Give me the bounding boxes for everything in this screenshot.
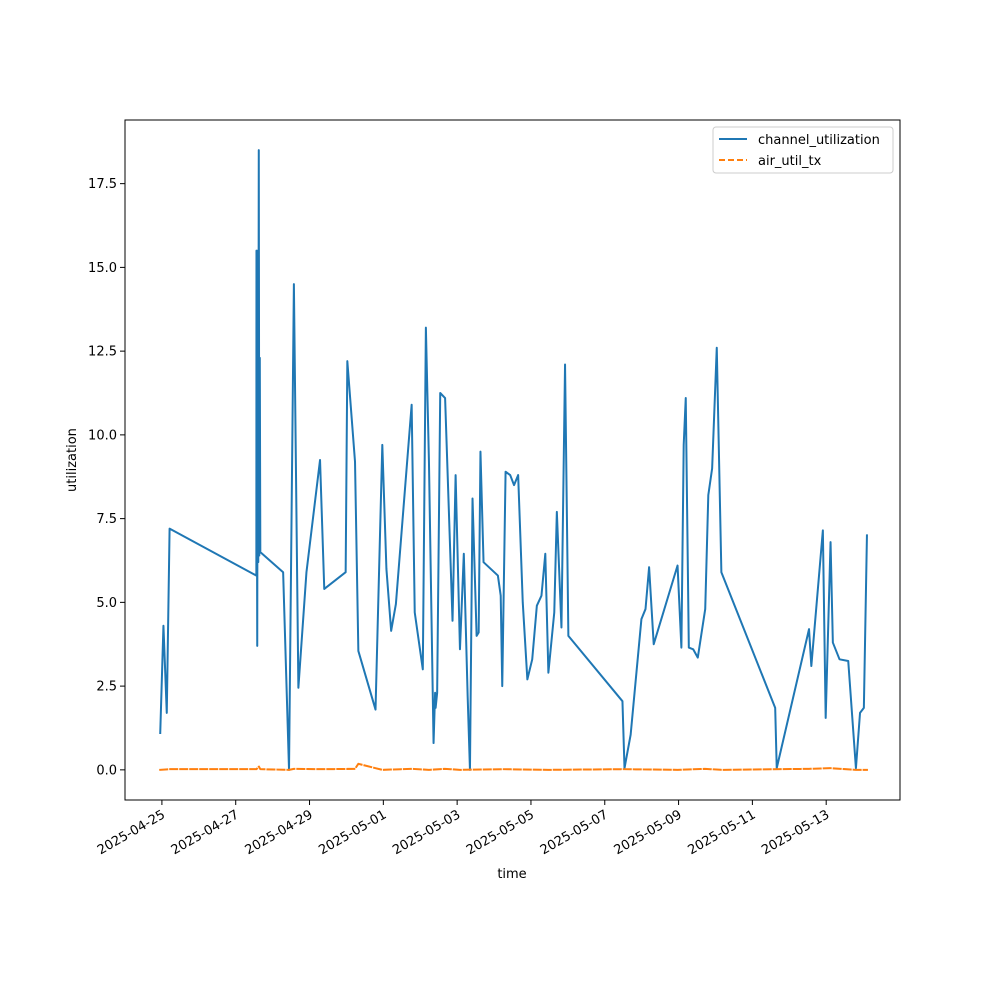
plot-frame (124, 119, 901, 801)
plot-lines (159, 149, 868, 771)
legend-label-channel-utilization: channel_utilization (758, 133, 880, 148)
y-axis-title: utilization (65, 428, 80, 492)
y-tick-label: 0.0 (96, 763, 117, 778)
legend-label-air-util-tx: air_util_tx (758, 154, 822, 169)
series-line-air-util-tx (159, 762, 868, 771)
y-tick-label: 5.0 (96, 596, 117, 611)
y-tick-label: 17.5 (88, 177, 117, 192)
x-axis-title: time (497, 867, 526, 882)
series-line-channel-utilization (159, 149, 868, 771)
y-tick-label: 10.0 (88, 428, 117, 443)
y-tick-label: 7.5 (96, 512, 117, 527)
legend: channel_utilization air_util_tx (712, 126, 894, 174)
legend-box (712, 126, 894, 174)
y-axis: 0.0 2.5 5.0 7.5 10.0 12.5 15.0 17.5 (88, 177, 125, 778)
y-tick-label: 15.0 (88, 261, 117, 276)
y-tick-label: 2.5 (96, 680, 117, 695)
y-tick-label: 12.5 (88, 345, 117, 360)
